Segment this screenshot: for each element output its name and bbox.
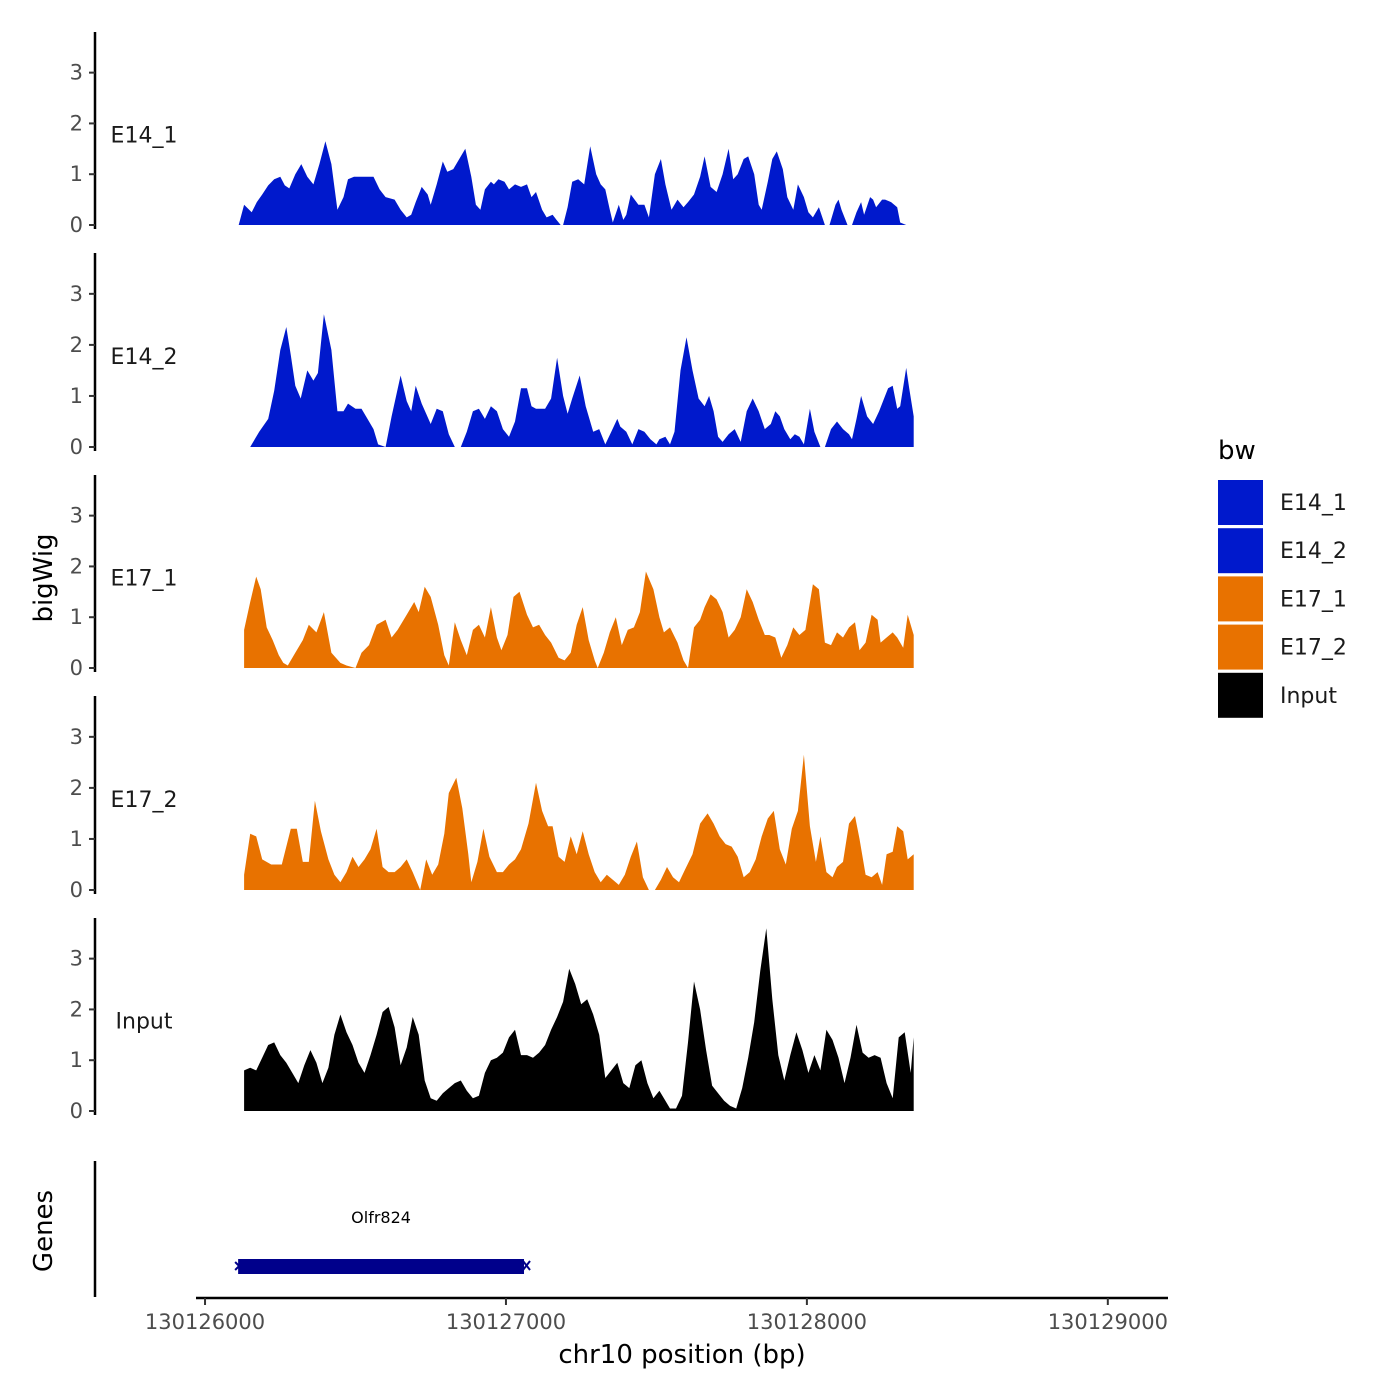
- signal-area: [244, 928, 914, 1111]
- track-e14-2: 0 1 2 3 E14_2: [70, 253, 914, 459]
- y-axis-title: bigWig: [29, 533, 59, 622]
- legend-item-e17-1: E17_1: [1218, 576, 1347, 622]
- gene-olfr824: Olfr824: [234, 1208, 531, 1274]
- legend-label: Input: [1280, 684, 1337, 709]
- y-tick-label: 2: [70, 554, 83, 578]
- legend-item-e14-1: E14_1: [1218, 480, 1347, 525]
- x-tick-label: 130127000: [446, 1310, 566, 1334]
- tracks-layer: 0 1 2 3 E14_1 0 1 2 3 E14_2 0 1 2 3 E17_1 0 1 2 3 E17_2 0 1 2 3…: [70, 32, 914, 1123]
- legend-swatch: [1218, 480, 1263, 525]
- y-tick-label: 0: [70, 435, 83, 459]
- signal-area: [250, 314, 914, 447]
- gene-end-marker: [522, 1260, 531, 1271]
- track-e14-1: 0 1 2 3 E14_1: [70, 32, 907, 237]
- track-label: E14_2: [111, 345, 178, 370]
- y-tick-label: 1: [70, 162, 83, 186]
- x-axis-title: chr10 position (bp): [558, 1340, 805, 1370]
- track-input: 0 1 2 3 Input: [70, 918, 914, 1123]
- y-tick-label: 3: [70, 61, 83, 85]
- gene-body: [238, 1259, 525, 1274]
- y-tick-label: 2: [70, 776, 83, 800]
- legend-item-e14-2: E14_2: [1218, 528, 1347, 574]
- legend-title: bw: [1218, 436, 1256, 466]
- y-tick-label: 1: [70, 1048, 83, 1072]
- gene-label: Olfr824: [351, 1208, 411, 1227]
- legend-label: E17_2: [1280, 636, 1347, 661]
- track-label: E14_1: [111, 123, 178, 148]
- x-tick-label: 130129000: [1048, 1310, 1168, 1334]
- y-tick-label: 1: [70, 605, 83, 629]
- track-label: E17_1: [111, 566, 178, 591]
- x-tick-label: 130128000: [747, 1310, 867, 1334]
- y-tick-label: 1: [70, 384, 83, 408]
- x-tick-label: 130126000: [145, 1310, 265, 1334]
- y-tick-label: 3: [70, 504, 83, 528]
- y-tick-label: 2: [70, 111, 83, 135]
- legend-item-input: Input: [1218, 672, 1337, 718]
- legend-swatch: [1218, 624, 1263, 670]
- y-tick-label: 0: [70, 1099, 83, 1123]
- legend-item-e17-2: E17_2: [1218, 624, 1347, 670]
- legend-label: E14_2: [1280, 539, 1347, 564]
- y-tick-label: 0: [70, 213, 83, 237]
- y-tick-label: 0: [70, 656, 83, 680]
- legend-swatch: [1218, 672, 1263, 718]
- legend-label: E17_1: [1280, 587, 1347, 612]
- y-tick-label: 1: [70, 827, 83, 851]
- genes-axis-title: Genes: [29, 1190, 59, 1272]
- y-tick-label: 3: [70, 725, 83, 749]
- y-tick-label: 2: [70, 333, 83, 357]
- y-tick-label: 3: [70, 947, 83, 971]
- legend-swatch: [1218, 528, 1263, 574]
- track-label: Input: [116, 1009, 173, 1034]
- signal-area: [238, 141, 907, 225]
- legend-swatch: [1218, 576, 1263, 622]
- x-axis: 130126000 130127000 130128000 130129000: [145, 1296, 1168, 1334]
- signal-area: [244, 571, 914, 668]
- y-tick-label: 0: [70, 878, 83, 902]
- track-label: E17_2: [111, 788, 178, 813]
- legend: bw E14_1 E14_2 E17_1 E17_2 Input: [1218, 436, 1347, 718]
- gene-strand-marker: [234, 1261, 240, 1271]
- y-tick-label: 2: [70, 997, 83, 1021]
- track-e17-1: 0 1 2 3 E17_1: [70, 475, 914, 680]
- track-e17-2: 0 1 2 3 E17_2: [70, 696, 914, 902]
- y-tick-label: 3: [70, 282, 83, 306]
- signal-area: [244, 754, 914, 890]
- legend-label: E14_1: [1280, 491, 1347, 516]
- genes-panel: Olfr824: [93, 1161, 531, 1297]
